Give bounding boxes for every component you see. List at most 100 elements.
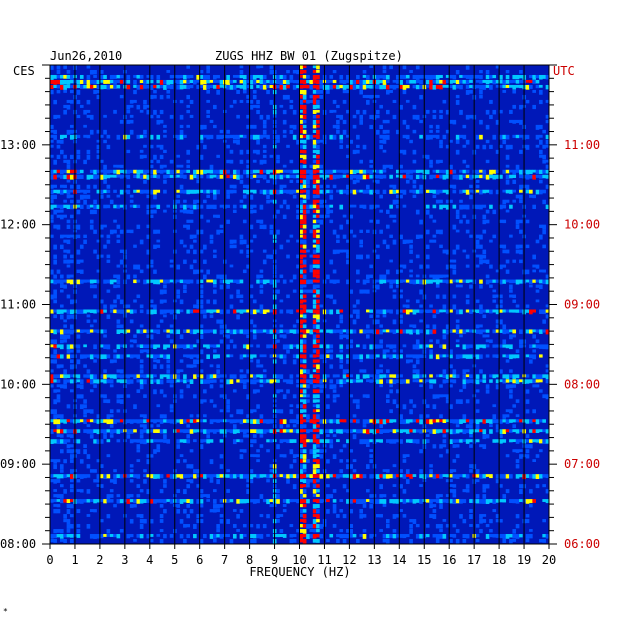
spectrogram-cell xyxy=(395,474,400,478)
spectrogram-cell xyxy=(69,454,74,459)
spectrogram-cell xyxy=(412,404,417,408)
spectrogram-cell xyxy=(103,304,107,309)
spectrogram-cell xyxy=(276,74,280,80)
spectrogram-cell xyxy=(385,524,390,529)
spectrogram-cell xyxy=(439,384,443,388)
spectrogram-cell xyxy=(539,189,543,195)
spectrogram-cell xyxy=(133,404,137,409)
spectrogram-cell xyxy=(519,189,523,193)
spectrogram-cell xyxy=(262,259,267,265)
spectrogram-cell xyxy=(452,534,457,538)
spectrogram-cell xyxy=(186,354,191,358)
spectrogram-cell xyxy=(63,214,67,218)
spectrogram-cell xyxy=(485,384,490,389)
spectrogram-cell xyxy=(149,114,154,119)
spectrogram-cell xyxy=(336,394,340,398)
spectrogram-cell xyxy=(183,209,187,214)
spectrogram-cell xyxy=(113,164,117,168)
spectrogram-cell xyxy=(366,279,370,284)
spectrogram-cell xyxy=(63,429,67,434)
spectrogram-cell xyxy=(163,434,167,439)
spectrogram-cell xyxy=(262,524,267,529)
spectrogram-cell xyxy=(203,534,207,539)
spectrogram-cell xyxy=(306,84,310,89)
spectrogram-cell xyxy=(459,174,463,180)
spectrogram-cell xyxy=(349,79,354,85)
spectrogram-cell xyxy=(462,174,467,178)
spectrogram-cell xyxy=(246,94,250,99)
spectrogram-cell xyxy=(312,464,317,469)
spectrogram-cell xyxy=(366,439,370,445)
spectrogram-cell xyxy=(196,359,200,365)
spectrogram-cell xyxy=(316,344,320,348)
spectrogram-cell xyxy=(56,224,61,230)
spectrogram-cell xyxy=(153,329,157,334)
spectrogram-cell xyxy=(319,304,324,308)
spectrogram-cell xyxy=(429,374,433,378)
spectrogram-cell xyxy=(532,499,536,503)
spectrogram-cell xyxy=(309,474,314,478)
spectrogram-cell xyxy=(296,179,300,183)
spectrogram-cell xyxy=(206,114,210,118)
spectrogram-cell xyxy=(66,279,71,284)
spectrogram-cell xyxy=(382,239,387,245)
spectrogram-cell xyxy=(279,204,284,209)
spectrogram-cell xyxy=(505,164,510,168)
spectrogram-cell xyxy=(66,404,71,409)
spectrogram-cell xyxy=(186,499,191,503)
spectrogram-cell xyxy=(532,194,536,199)
spectrogram-cell xyxy=(449,119,453,124)
spectrogram-cell xyxy=(339,334,344,340)
spectrogram-cell xyxy=(439,174,443,179)
spectrogram-cell xyxy=(445,394,450,400)
spectrogram-cell xyxy=(282,79,287,84)
spectrogram-cell xyxy=(475,169,480,174)
spectrogram-cell xyxy=(499,534,503,539)
spectrogram-cell xyxy=(409,79,413,84)
spectrogram-cell xyxy=(302,189,307,193)
spectrogram-cell xyxy=(309,479,314,483)
spectrogram-cell xyxy=(89,469,94,473)
spectrogram-cell xyxy=(415,84,420,90)
spectrogram-cell xyxy=(395,174,400,178)
spectrogram-cell xyxy=(66,224,71,229)
spectrogram-cell xyxy=(59,244,64,250)
spectrogram-cell xyxy=(236,89,240,94)
spectrogram-cell xyxy=(186,189,191,195)
spectrogram-cell xyxy=(359,169,364,174)
spectrogram-cell xyxy=(106,514,111,519)
spectrogram-cell xyxy=(226,429,230,433)
spectrogram-cell xyxy=(276,409,280,414)
spectrogram-cell xyxy=(332,229,337,235)
spectrogram-cell xyxy=(475,409,480,413)
spectrogram-cell xyxy=(292,84,297,90)
spectrogram-cell xyxy=(489,99,493,104)
spectrogram-cell xyxy=(213,189,217,195)
spectrogram-cell xyxy=(465,189,470,195)
spectrogram-cell xyxy=(149,354,154,359)
spectrogram-cell xyxy=(512,449,517,453)
spectrogram-cell xyxy=(252,134,257,140)
spectrogram-cell xyxy=(399,509,403,512)
spectrogram-cell xyxy=(269,199,274,203)
spectrogram-cell xyxy=(452,269,457,275)
spectrogram-cell xyxy=(482,329,487,333)
spectrogram-cell xyxy=(63,334,67,340)
spectrogram-cell xyxy=(455,324,460,329)
spectrogram-cell xyxy=(369,169,373,174)
spectrogram-cell xyxy=(306,209,310,214)
spectrogram-cell xyxy=(59,494,64,499)
spectrogram-cell xyxy=(346,334,350,340)
spectrogram-cell xyxy=(382,164,387,170)
spectrogram-cell xyxy=(269,419,274,424)
spectrogram-cell xyxy=(469,309,473,314)
spectrogram-cell xyxy=(539,179,543,184)
spectrogram-cell xyxy=(186,329,191,333)
spectrogram-cell xyxy=(129,119,134,124)
spectrogram-cell xyxy=(509,384,513,389)
spectrogram-cell xyxy=(479,369,483,374)
spectrogram-cell xyxy=(209,169,214,174)
spectrogram-cell xyxy=(312,289,317,294)
spectrogram-cell xyxy=(356,279,360,283)
spectrogram-cell xyxy=(133,429,137,433)
